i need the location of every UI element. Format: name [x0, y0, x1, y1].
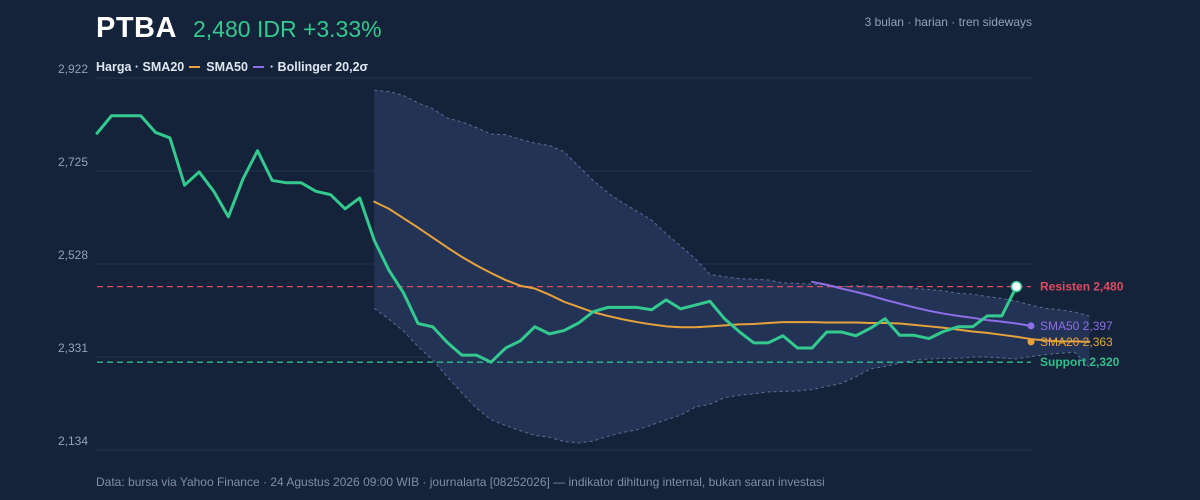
- y-tick-label: 2,134: [58, 434, 88, 448]
- y-tick-label: 2,922: [58, 62, 88, 76]
- y-tick-label: 2,725: [58, 155, 88, 169]
- end-label-sma20: SMA20 2,363: [1040, 335, 1113, 349]
- price-change: 2,480 IDR +3.33%: [193, 16, 382, 42]
- legend-sma20-swatch: [189, 66, 201, 68]
- y-tick-label: 2,528: [58, 248, 88, 262]
- chart-meta: 3 bulan · harian · tren sideways: [864, 15, 1032, 29]
- chart-legend: Harga · SMA20 SMA50 · Bollinger 20,2σ: [96, 60, 368, 74]
- bollinger-upper: [374, 89, 1090, 317]
- y-tick-label: 2,331: [58, 341, 88, 355]
- legend-sma50-swatch: [252, 66, 264, 68]
- chart-labels: Resisten 2,480 Support 2,320 SMA50 2,397 SM…: [1040, 280, 1124, 370]
- ticker-symbol: PTBA: [96, 12, 177, 44]
- series-harga: [95, 114, 1018, 364]
- label-support: Support 2,320: [1040, 355, 1120, 369]
- legend-price-label: Harga · SMA20: [96, 60, 185, 74]
- end-label-sma50: SMA50 2,397: [1040, 319, 1113, 333]
- end-marker-sma20: [1027, 338, 1035, 346]
- label-resisten: Resisten 2,480: [1040, 280, 1124, 294]
- level-lines: [97, 286, 1031, 363]
- legend-sma50-label: SMA50: [206, 60, 248, 74]
- bollinger-lower: [373, 307, 1090, 444]
- legend-bollinger-label: · Bollinger 20,2σ: [269, 60, 369, 74]
- bollinger-band: [373, 89, 1090, 444]
- series-lines: [95, 114, 1091, 364]
- price-last-point: [1010, 280, 1023, 293]
- series-sma50: [811, 280, 1032, 327]
- end-marker-sma50: [1027, 322, 1035, 330]
- bollinger-fill: [374, 90, 1090, 443]
- chart-footer: Data: bursa via Yahoo Finance · 24 Agust…: [96, 475, 825, 489]
